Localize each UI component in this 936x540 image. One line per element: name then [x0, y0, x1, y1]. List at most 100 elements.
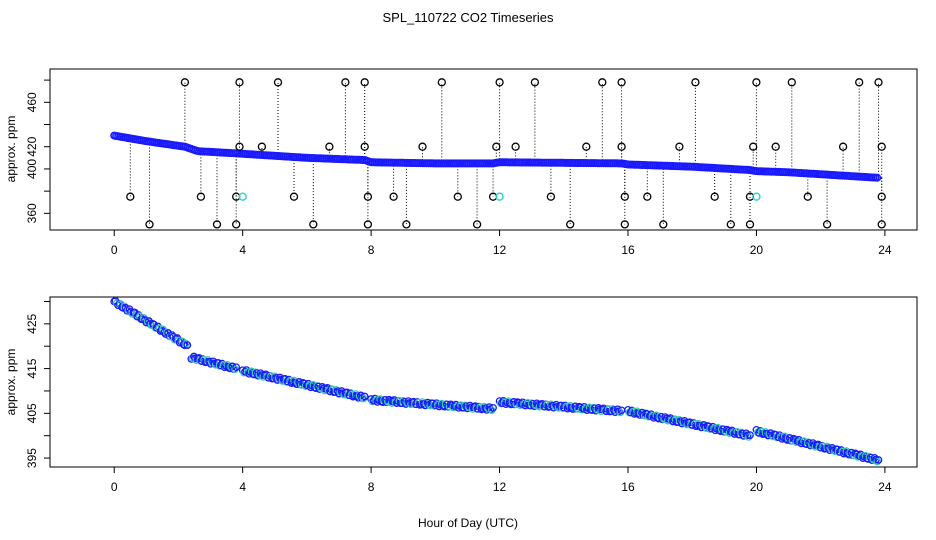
outlier-point [389, 192, 398, 201]
outlier-point [492, 142, 501, 151]
series-point [869, 455, 878, 464]
panel-top-x-tick-label: 16 [621, 243, 635, 257]
outlier-point [495, 78, 504, 87]
panel-bottom-y-label: approx. ppm [4, 349, 18, 416]
outlier-point [659, 220, 668, 229]
outlier-point [196, 192, 206, 201]
outlier-point [273, 78, 283, 87]
outlier-point [749, 142, 758, 151]
series-point [743, 431, 752, 440]
outlier-point [822, 220, 832, 229]
outlier-point [771, 142, 780, 151]
panel-bottom-x-tick-label: 4 [239, 480, 246, 494]
outlier-point [418, 142, 427, 151]
panel-bottom: 0 4 8 12 16 20 24 395 405 415 425 approx. ppm [4, 296, 918, 494]
series-point [182, 339, 191, 348]
panel-top-x-tick-label: 0 [111, 243, 118, 257]
outlier-point [566, 220, 575, 229]
outlier-point [838, 142, 848, 151]
outlier-point [309, 220, 318, 229]
figure-title: SPL_110722 CO2 Timeseries [382, 10, 554, 25]
panel-bottom-y-tick-label: 425 [25, 314, 39, 334]
cyan-marker [495, 192, 504, 201]
baseline-point [873, 173, 882, 182]
outlier-point [363, 192, 373, 201]
panel-bottom-x-tick-label: 20 [750, 480, 764, 494]
outlier-point [787, 78, 796, 87]
panel-top-x-tick-label: 8 [368, 243, 375, 257]
panel-top-y-tick-label: 420 [25, 136, 39, 156]
panel-bottom-y-tick-label: 405 [25, 403, 39, 423]
panel-top-x-tick-label: 4 [239, 243, 246, 257]
panel-bottom-x-tick-label: 12 [493, 480, 507, 494]
series-point [232, 363, 241, 372]
outlier-point [126, 192, 135, 201]
outlier-point [235, 78, 244, 87]
panel-top: 0 4 8 12 16 20 24 360 400 420 460 approx. ppm [4, 68, 918, 257]
x-axis-title: Hour of Day (UTC) [418, 516, 518, 530]
outlier-point [617, 78, 626, 87]
outlier-point [643, 192, 652, 201]
series-point [305, 381, 314, 390]
outlier-point [360, 142, 369, 151]
series-point [146, 320, 155, 328]
panel-top-baseline-points [110, 131, 882, 182]
outlier-point [402, 220, 411, 229]
outlier-point [341, 78, 350, 87]
panel-bottom-y-tick-label: 395 [25, 448, 39, 468]
panel-bottom-series-points [110, 296, 883, 466]
series-point [874, 456, 883, 464]
series-point [873, 457, 882, 466]
outlier-point [874, 78, 883, 87]
outlier-point [877, 220, 886, 229]
outlier-point [437, 78, 446, 87]
panel-top-y-label: approx. ppm [4, 116, 18, 183]
series-point [634, 409, 643, 418]
panel-top-y-tick-label: 460 [25, 92, 39, 112]
panel-top-x-axis: 0 4 8 12 16 20 24 [111, 230, 892, 257]
outlier-point [745, 220, 755, 229]
outlier-point [289, 192, 299, 201]
series-point [183, 341, 192, 349]
series-point [595, 405, 604, 414]
panel-top-cyan-markers [238, 192, 761, 201]
outlier-point [620, 192, 629, 201]
outlier-point [803, 192, 812, 201]
outlier-point [855, 78, 864, 87]
outlier-point [145, 220, 154, 229]
panel-bottom-x-tick-label: 0 [111, 480, 118, 494]
panel-top-y-tick-label: 400 [25, 159, 39, 179]
series-point [744, 433, 753, 441]
series-point [746, 431, 754, 439]
panel-bottom-x-tick-label: 16 [621, 480, 635, 494]
outlier-point [180, 78, 190, 87]
panel-top-x-tick-label: 12 [493, 243, 507, 257]
panel-top-x-tick-label: 20 [750, 243, 764, 257]
series-point [181, 341, 189, 350]
outlier-point [212, 220, 222, 229]
outlier-point [511, 142, 520, 151]
series-point [857, 452, 866, 461]
panel-top-x-tick-label: 24 [878, 243, 892, 257]
panel-top-y-tick-label: 360 [25, 203, 39, 223]
outlier-point [232, 220, 241, 229]
series-point [243, 368, 252, 376]
outlier-point [360, 78, 369, 87]
outlier-point [752, 78, 761, 87]
series-point [360, 392, 369, 401]
panel-bottom-x-tick-label: 24 [878, 480, 892, 494]
cyan-marker [238, 192, 247, 201]
panel-bottom-x-axis: 0 4 8 12 16 20 24 [111, 467, 892, 494]
panel-bottom-y-tick-label: 415 [25, 358, 39, 378]
outlier-point [582, 142, 591, 151]
series-point [648, 412, 657, 420]
panel-top-y-axis: 360 400 420 460 [25, 79, 50, 223]
outlier-point [675, 142, 684, 151]
panel-top-outlier-stems [129, 82, 883, 225]
panel-bottom-x-tick-label: 8 [368, 480, 375, 494]
cyan-marker [752, 192, 761, 201]
outlier-point [530, 78, 540, 87]
outlier-point [235, 142, 244, 151]
panel-bottom-frame [49, 296, 918, 468]
